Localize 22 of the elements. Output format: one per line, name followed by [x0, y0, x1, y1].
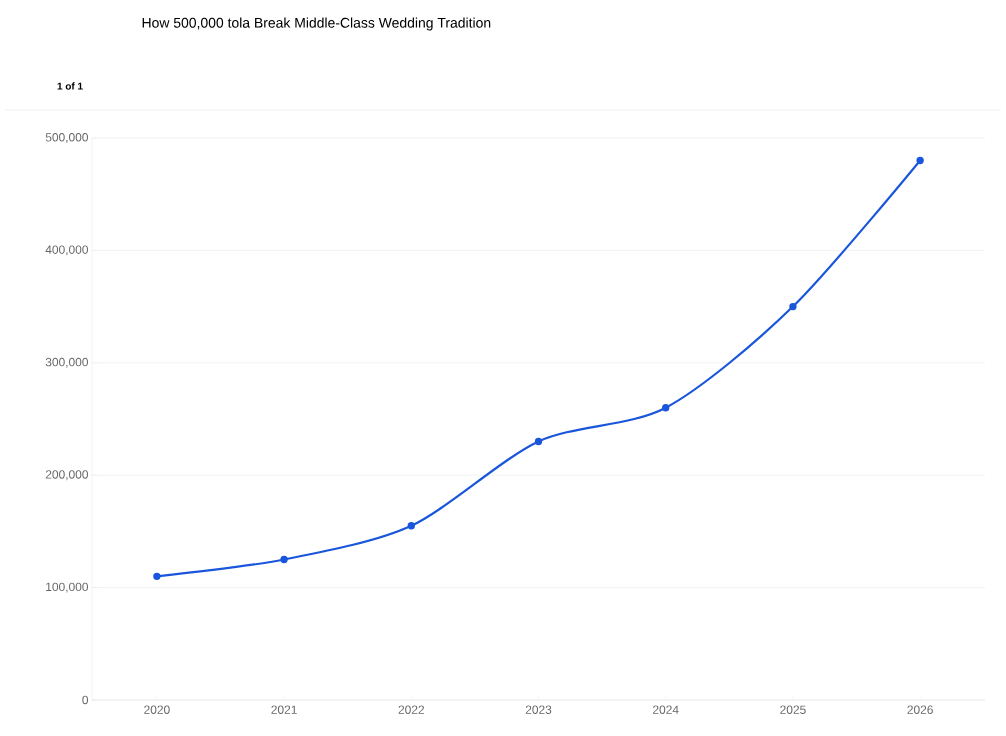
- x-tick-label: 2024: [653, 705, 679, 714]
- x-tick-label: 2021: [271, 705, 297, 714]
- point: [789, 302, 797, 311]
- y-tick-label: 100,000: [46, 582, 89, 593]
- point: [662, 404, 670, 412]
- x-tick-label: 2025: [780, 705, 806, 714]
- chart-title: How 500,000 tola Break Middle-Class Wedding Tradition: [142, 17, 491, 31]
- point: [916, 156, 924, 165]
- point: [407, 522, 415, 530]
- x-tick-label: 2022: [398, 705, 424, 714]
- x-tick-label: 2020: [144, 705, 170, 714]
- y-tick-label: 400,000: [45, 245, 89, 256]
- x-tick-label: 2026: [907, 705, 933, 714]
- y-tick-label: 0: [82, 695, 89, 705]
- y-tick-label: 500,000: [45, 133, 89, 143]
- x-tick-label: 2023: [525, 705, 552, 714]
- y-tick-label: 200,000: [45, 470, 89, 481]
- point: [153, 572, 161, 581]
- text: 1 of 1: [57, 82, 83, 90]
- point: [534, 437, 543, 446]
- point: [280, 555, 288, 564]
- y-tick-label: 300,000: [45, 357, 89, 368]
